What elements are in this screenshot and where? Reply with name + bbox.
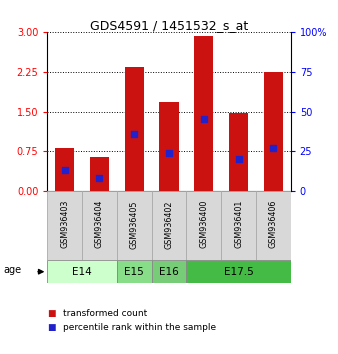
Text: E17.5: E17.5 [224, 267, 254, 277]
Bar [186, 191, 221, 260]
Bar [229, 113, 248, 191]
Bar [152, 260, 186, 283]
Point [271, 145, 276, 151]
Text: E15: E15 [124, 267, 144, 277]
Bar [264, 72, 283, 191]
Bar [256, 191, 291, 260]
Bar [90, 156, 109, 191]
Text: GSM936405: GSM936405 [130, 200, 139, 249]
Point [97, 176, 102, 181]
Text: transformed count: transformed count [63, 309, 147, 318]
Bar [82, 191, 117, 260]
Bar [47, 191, 82, 260]
Text: percentile rank within the sample: percentile rank within the sample [63, 323, 216, 332]
Text: ■: ■ [47, 323, 56, 332]
Point [131, 131, 137, 137]
Bar [194, 36, 213, 191]
Text: E14: E14 [72, 267, 92, 277]
Text: GDS4591 / 1451532_s_at: GDS4591 / 1451532_s_at [90, 19, 248, 33]
Text: GSM936401: GSM936401 [234, 200, 243, 249]
Point [166, 150, 172, 156]
Text: age: age [3, 265, 22, 275]
Bar [125, 67, 144, 191]
Point [62, 167, 67, 173]
Text: GSM936402: GSM936402 [165, 200, 173, 249]
Bar [186, 260, 291, 283]
Text: E16: E16 [159, 267, 179, 277]
Bar [55, 148, 74, 191]
Bar [152, 191, 186, 260]
Point [236, 156, 241, 162]
Text: GSM936404: GSM936404 [95, 200, 104, 249]
Bar [160, 102, 178, 191]
Text: GSM936403: GSM936403 [60, 200, 69, 249]
Bar [221, 191, 256, 260]
Bar [117, 260, 152, 283]
Text: GSM936406: GSM936406 [269, 200, 278, 249]
Bar [117, 191, 152, 260]
Bar [47, 260, 117, 283]
Point [201, 117, 207, 122]
Text: GSM936400: GSM936400 [199, 200, 208, 249]
Text: ■: ■ [47, 309, 56, 318]
